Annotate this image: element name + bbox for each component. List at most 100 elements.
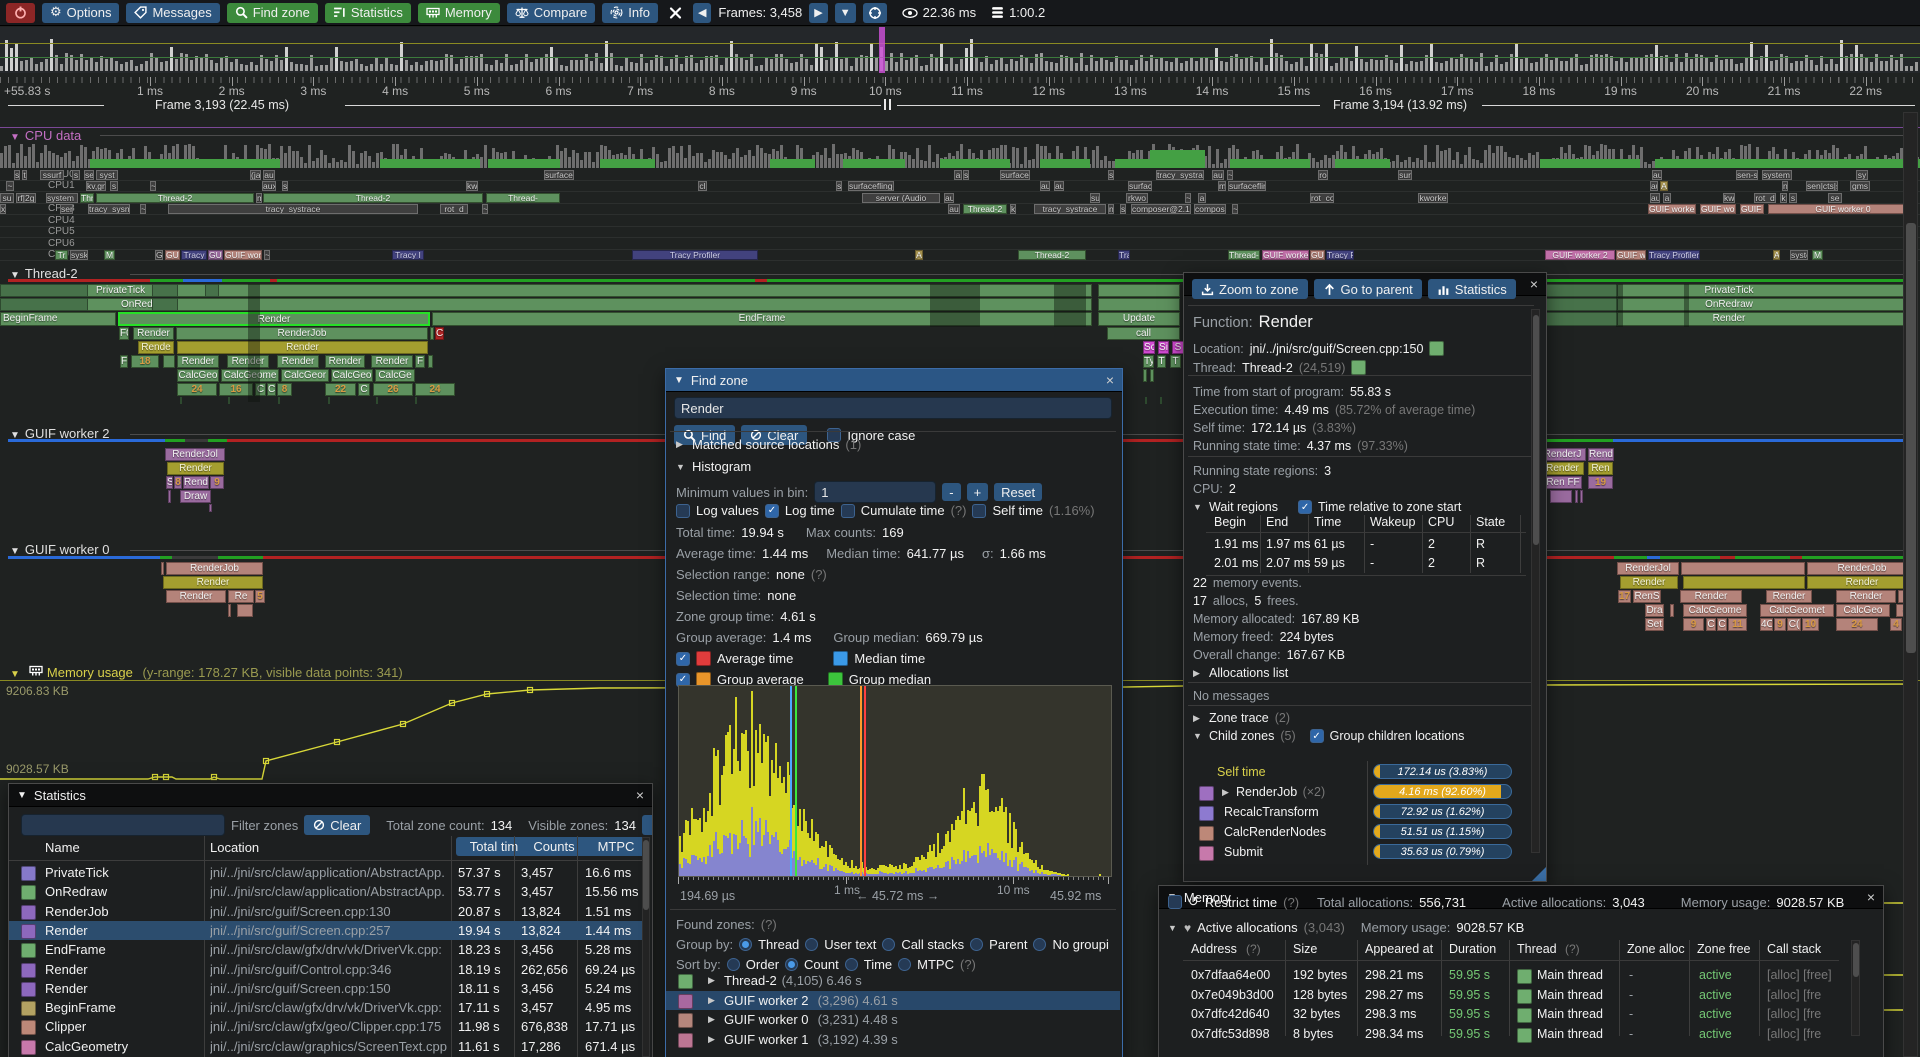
cpu-zone[interactable]: s [1789, 193, 1797, 203]
found-zone-row[interactable]: ▶ GUIF worker 1 (3,192) 4.39 s [666, 1030, 1120, 1049]
zone[interactable]: call [1107, 327, 1180, 340]
cpu-zone[interactable]: A [1773, 250, 1780, 260]
mem-col-header[interactable]: Zone free [1697, 942, 1751, 956]
zone[interactable] [152, 298, 178, 311]
column-sort-button[interactable]: MTPC [583, 837, 649, 856]
zone[interactable] [0, 284, 88, 297]
cpu-zone[interactable]: GUIF worker 2 [1545, 250, 1615, 260]
mem-col-header[interactable]: Duration [1449, 942, 1497, 956]
zone[interactable]: Render [325, 355, 365, 368]
mem-col-header[interactable]: Call stack [1767, 942, 1822, 956]
zone[interactable]: Rend [1588, 448, 1614, 461]
goto-frame-button[interactable] [862, 2, 887, 23]
radio-button[interactable] [970, 938, 984, 951]
zone[interactable]: CalcGeome [1683, 604, 1747, 617]
cpu-zone[interactable]: m [1218, 181, 1226, 191]
power-button[interactable] [6, 2, 35, 23]
cpu-zone[interactable]: se [1828, 193, 1842, 203]
zone[interactable] [180, 397, 182, 404]
zone[interactable] [237, 604, 253, 617]
options-button[interactable]: ⚙ Options [42, 2, 120, 23]
zone[interactable]: 9 [1774, 618, 1786, 631]
cpu-zone[interactable]: Thre [80, 193, 94, 203]
cpu-zone[interactable]: syst [96, 170, 118, 180]
cpu-zone[interactable]: au [944, 193, 954, 203]
restrict-time-checkbox[interactable] [1168, 895, 1182, 909]
cpu-zone[interactable]: GUIF worker 0 [1648, 204, 1696, 214]
clipped-button[interactable] [641, 815, 652, 835]
cpu-zone[interactable]: tracy_systrace [168, 204, 418, 214]
cpu-zone[interactable]: Thread-2 [1018, 250, 1086, 260]
table-row[interactable]: Render jni/../jni/src/guif/Control.cpp:34… [9, 960, 642, 979]
expander-icon[interactable]: ▶ [708, 975, 715, 985]
cpu-zone[interactable]: system_s [1762, 170, 1792, 180]
zone[interactable] [428, 355, 433, 368]
expander-icon[interactable]: ▶ [708, 994, 715, 1005]
allocation-row[interactable]: 0x7dfc42d640 32 bytes 298.3 ms 59.95 s Main … [1159, 1005, 1849, 1024]
memory-panel-title[interactable]: ▼ Memory × [1159, 886, 1883, 909]
zone[interactable]: Render [1766, 590, 1812, 603]
child-zone-row[interactable]: RecalcTransform 72.92 us (1.62%) [1184, 803, 1536, 822]
expander-icon[interactable]: ▶ [1193, 712, 1200, 723]
found-zone-row[interactable]: ▶ Thread-2 (4,105) 6.46 s [666, 971, 1120, 990]
radio-button[interactable] [882, 938, 896, 951]
cpu-zone[interactable]: Tracy Profiler [1648, 250, 1700, 260]
zone[interactable]: 10 [1802, 618, 1819, 631]
cpu-zone[interactable]: tracy_systrace [1034, 204, 1106, 214]
found-zone-row[interactable]: ▶ GUIF worker 2 (3,296) 4.61 s [666, 990, 1120, 1010]
table-row[interactable]: BeginFrame jni/../jni/src/claw/gfx/drv/vk… [9, 998, 642, 1017]
scrollbar-thumb[interactable] [643, 840, 649, 910]
cpu-zone[interactable]: au [1652, 170, 1662, 180]
zone[interactable] [1550, 490, 1572, 503]
cpu-zone[interactable]: G [155, 250, 163, 260]
zone[interactable] [228, 604, 231, 617]
cpu-zone[interactable]: GUIF w [1740, 204, 1764, 214]
cpu-zone[interactable]: s [963, 170, 969, 180]
scrollbar-thumb[interactable] [1532, 315, 1539, 545]
zone[interactable]: Render [118, 312, 430, 326]
cpu-zone[interactable]: tracy_sysn [88, 204, 130, 214]
zone[interactable]: 26 [373, 383, 413, 396]
zone[interactable] [0, 298, 88, 311]
child-zone-row[interactable]: ▶ RenderJob (×2) 4.16 ms (92.60%) [1184, 783, 1536, 802]
statistics-button[interactable]: Statistics [324, 2, 411, 23]
thread-section-header-2[interactable]: ▼ GUIF worker 0 [10, 542, 109, 557]
zone[interactable] [209, 504, 212, 512]
zone[interactable]: 8 [277, 383, 292, 396]
expander-icon[interactable]: ▶ [708, 1014, 715, 1024]
zoom-to-zone-button[interactable]: Zoom to zone [1192, 279, 1308, 299]
zone[interactable]: CalcGeomet [1760, 604, 1834, 617]
cpu-zone[interactable]: A [1660, 181, 1668, 191]
increment-button[interactable]: + [966, 483, 989, 501]
cpu-zone[interactable]: sur [1398, 170, 1412, 180]
found-zone-row[interactable]: ▶ GUIF worker 0 (3,231) 4.48 s [666, 1010, 1120, 1029]
zone[interactable]: CalcGeo [331, 369, 373, 382]
zone[interactable]: 16 [219, 383, 253, 396]
checkbox[interactable]: ✓ [1298, 500, 1313, 514]
expander-icon[interactable]: ▶ [1193, 667, 1200, 678]
cpu-zone[interactable]: Tracy Pr [1326, 250, 1354, 260]
zone[interactable] [1145, 397, 1147, 404]
call-stack-links[interactable]: [alloc] [fre [1767, 987, 1822, 1002]
allocation-row[interactable]: 0x7dfaa64e00 192 bytes 298.21 ms 59.95 s Mai… [1159, 966, 1849, 985]
zone[interactable] [228, 397, 230, 404]
zone[interactable] [1681, 562, 1805, 575]
radio-button[interactable] [1033, 938, 1047, 951]
zone[interactable]: Update [1098, 312, 1180, 326]
clear-filter-button[interactable]: Clear [304, 815, 371, 835]
cpu-zone[interactable]: surfacef [544, 170, 574, 180]
expander-icon[interactable]: ▼ [1193, 502, 1202, 512]
expander-icon[interactable]: ▶ [708, 1033, 715, 1044]
table-row[interactable]: EndFrame jni/../jni/src/claw/gfx/drv/vk/D… [9, 940, 642, 959]
cpu-zone[interactable]: ssurf [40, 170, 64, 180]
cpu-zone[interactable]: syste [1790, 250, 1808, 260]
expander-open-icon[interactable]: ▼ [1168, 922, 1177, 933]
table-row[interactable]: Render jni/../jni/src/guif/Screen.cpp:150… [9, 979, 642, 998]
cpu-zone[interactable]: rkwo [1126, 193, 1148, 203]
cpu-zone[interactable]: server (Audio [862, 193, 940, 203]
cpu-zone[interactable]: a [1198, 193, 1206, 203]
zone[interactable]: RenderJol [1617, 562, 1679, 575]
child-zone-row[interactable]: Submit 35.63 us (0.79%) [1184, 843, 1536, 862]
zone[interactable] [161, 562, 164, 575]
allocation-row[interactable]: 0x7e049b3d00 128 bytes 298.27 ms 59.95 s Mai… [1159, 986, 1849, 1005]
